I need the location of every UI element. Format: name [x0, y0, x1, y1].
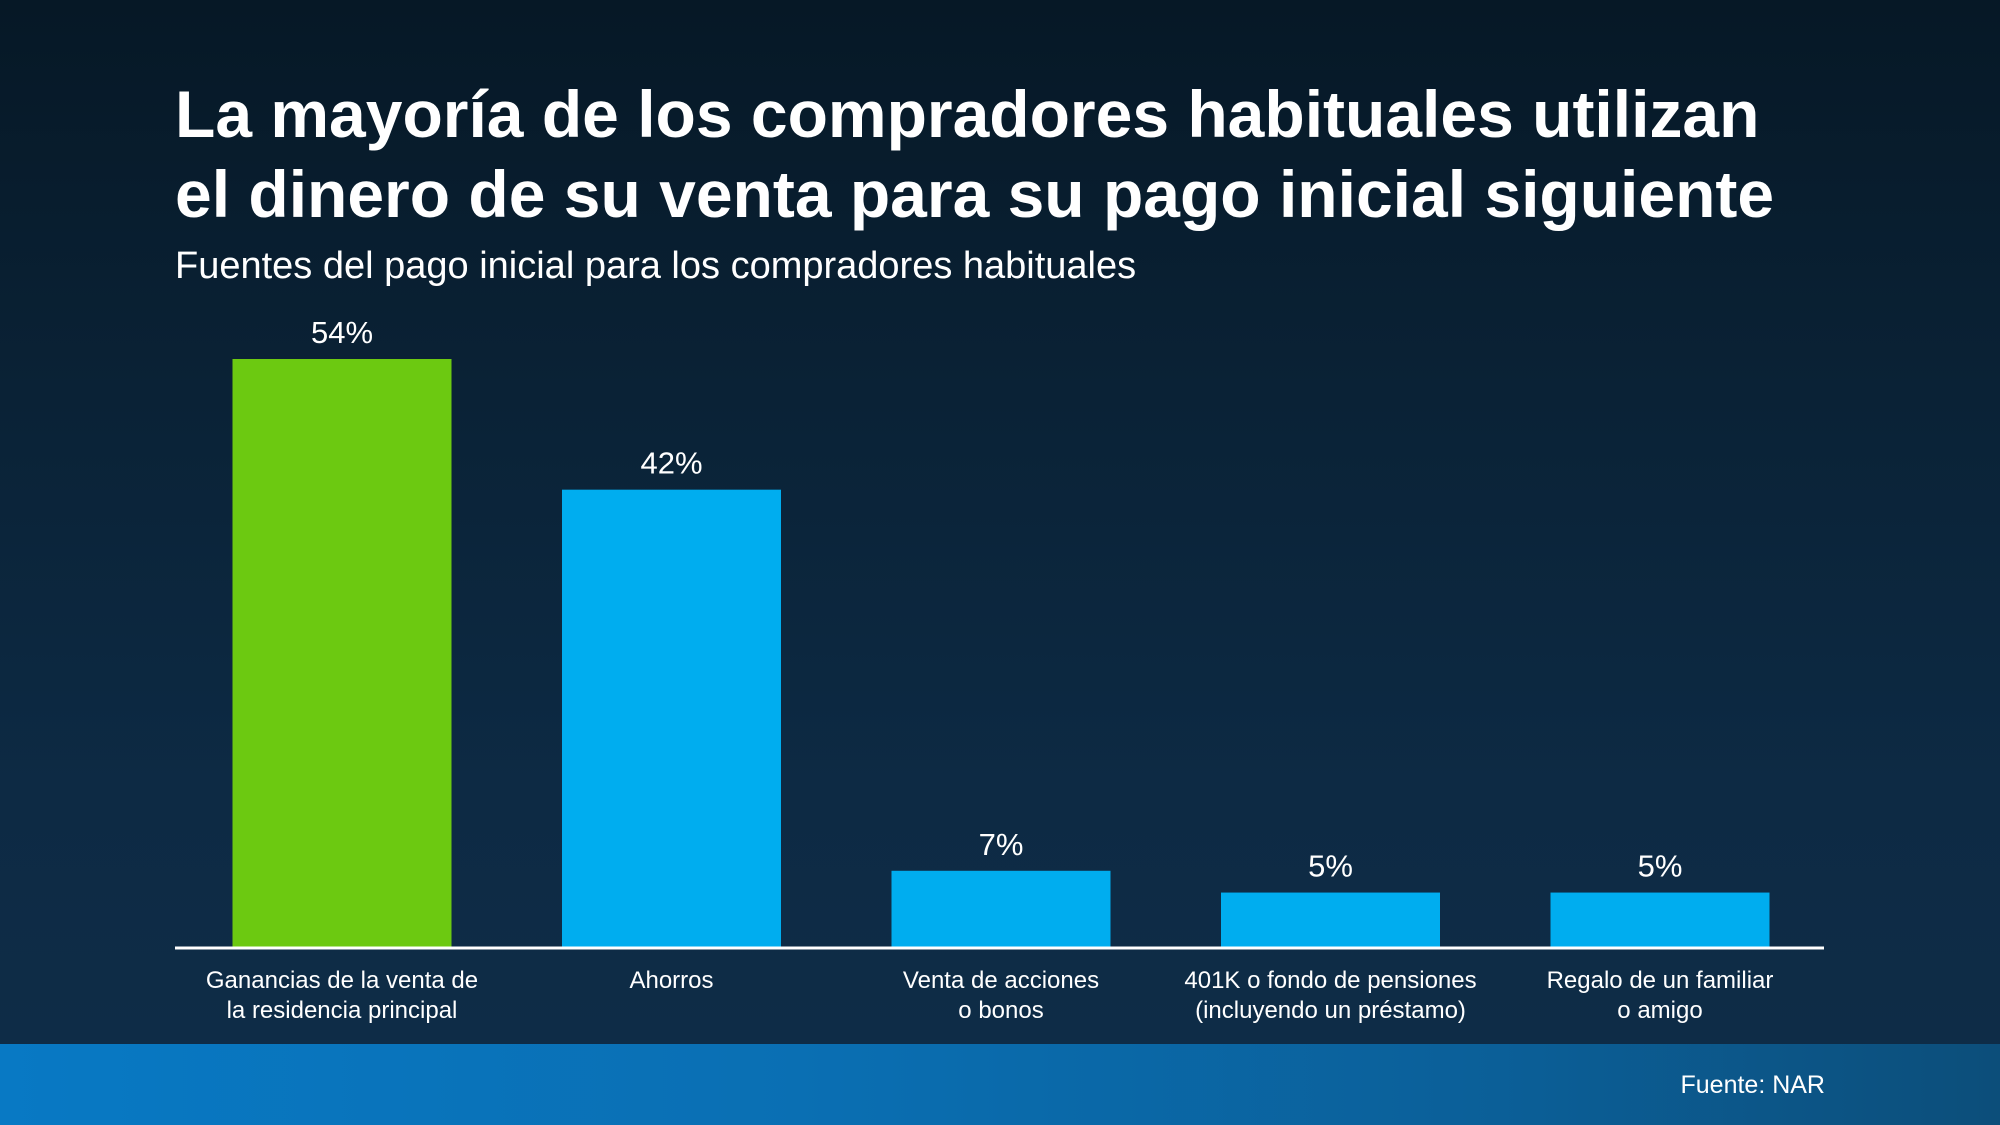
source-label: Fuente: NAR: [1680, 1071, 1825, 1099]
chart-subtitle: Fuentes del pago inicial para los compra…: [175, 245, 1137, 287]
value-label-4: 5%: [1308, 849, 1353, 884]
value-label-2: 42%: [640, 446, 702, 481]
category-label-3: Venta de acciones o bonos: [903, 967, 1099, 1024]
category-label-2: Ahorros: [629, 967, 713, 994]
bar-4: [1221, 892, 1440, 947]
category-label-5: Regalo de un familiar o amigo: [1547, 967, 1774, 1024]
category-label-4: 401K o fondo de pensiones (incluyendo un …: [1184, 967, 1476, 1024]
value-label-3: 7%: [979, 827, 1024, 862]
bar-5: [1550, 892, 1770, 947]
bar-chart: 54% Ganancias de la venta de la residencia…: [206, 315, 1774, 1024]
bar-1: [232, 359, 452, 947]
value-label-5: 5%: [1638, 849, 1683, 884]
page-title: La mayoría de los compradores habituales…: [175, 74, 1875, 234]
title-line-1: La mayoría de los compradores habituales…: [175, 77, 1760, 151]
value-label-1: 54%: [311, 315, 373, 350]
title-line-2: el dinero de su venta para su pago inici…: [175, 157, 1775, 231]
category-label-1: Ganancias de la venta de la residencia pr…: [206, 967, 478, 1024]
footer-band: [0, 1044, 2000, 1125]
bar-3: [891, 870, 1111, 947]
bar-2: [562, 489, 781, 947]
